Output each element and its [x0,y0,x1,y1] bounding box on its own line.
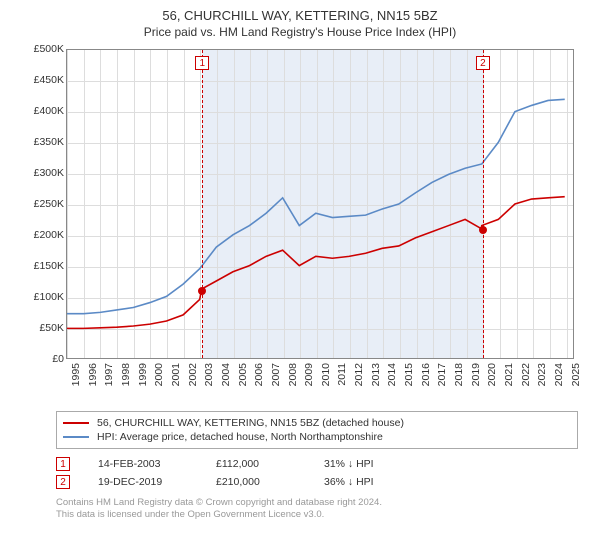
legend-swatch [63,422,89,424]
sales-block: 1 14-FEB-2003 £112,000 31% ↓ HPI 2 19-DEC-201… [56,455,578,491]
chart-area: 12 £0£50K£100K£150K£200K£250K£300K£350K£… [20,45,580,405]
xtick-label: 2010 [320,363,332,386]
sale-date: 14-FEB-2003 [98,458,188,470]
xtick-label: 2023 [536,363,548,386]
ytick-label: £0 [52,353,64,365]
sale-date: 19-DEC-2019 [98,476,188,488]
xtick-label: 2013 [370,363,382,386]
xtick-label: 2012 [353,363,365,386]
sale-marker-line [202,50,203,358]
legend-label: HPI: Average price, detached house, Nort… [97,431,383,443]
footer-attribution: Contains HM Land Registry data © Crown c… [56,497,578,522]
ytick-label: £300K [34,167,64,179]
xtick-label: 2015 [403,363,415,386]
sale-badge: 1 [56,457,70,471]
title-block: 56, CHURCHILL WAY, KETTERING, NN15 5BZ P… [10,8,590,39]
xtick-label: 2007 [270,363,282,386]
xtick-label: 2005 [237,363,249,386]
xtick-label: 2014 [386,363,398,386]
line-layer [67,50,573,358]
xtick-label: 2016 [420,363,432,386]
plot-region: 12 [66,49,574,359]
xtick-label: 2006 [253,363,265,386]
xtick-label: 2022 [520,363,532,386]
xtick-label: 2021 [503,363,515,386]
xtick-label: 2002 [187,363,199,386]
ytick-label: £100K [34,291,64,303]
legend-label: 56, CHURCHILL WAY, KETTERING, NN15 5BZ (… [97,417,404,429]
sale-marker-badge: 2 [476,56,490,70]
sale-marker-dot [198,287,206,295]
ytick-label: £450K [34,74,64,86]
ytick-label: £500K [34,43,64,55]
xtick-label: 1999 [137,363,149,386]
ytick-label: £200K [34,229,64,241]
xtick-label: 2011 [336,363,348,386]
ytick-label: £250K [34,198,64,210]
xtick-label: 1998 [120,363,132,386]
xtick-label: 1997 [103,363,115,386]
sale-marker-line [483,50,484,358]
sale-delta-hpi: 31% ↓ HPI [324,458,374,470]
xtick-label: 1996 [87,363,99,386]
xtick-label: 2000 [153,363,165,386]
series-line-price_paid [67,197,565,329]
xtick-label: 2008 [287,363,299,386]
xtick-label: 2003 [203,363,215,386]
sale-badge: 2 [56,475,70,489]
ytick-label: £50K [39,322,64,334]
xtick-label: 2004 [220,363,232,386]
ytick-label: £150K [34,260,64,272]
sale-row: 2 19-DEC-2019 £210,000 36% ↓ HPI [56,473,578,491]
page-title: 56, CHURCHILL WAY, KETTERING, NN15 5BZ [10,8,590,23]
legend-box: 56, CHURCHILL WAY, KETTERING, NN15 5BZ (… [56,411,578,449]
xtick-label: 2019 [470,363,482,386]
legend-row: HPI: Average price, detached house, Nort… [63,430,571,444]
footer-line: Contains HM Land Registry data © Crown c… [56,497,578,509]
series-line-hpi [67,99,565,313]
sale-price: £112,000 [216,458,296,470]
footer-line: This data is licensed under the Open Gov… [56,509,578,521]
xtick-label: 2001 [170,363,182,386]
ytick-label: £400K [34,105,64,117]
xtick-label: 2009 [303,363,315,386]
xtick-label: 1995 [70,363,82,386]
xtick-label: 2025 [570,363,582,386]
xtick-label: 2017 [436,363,448,386]
sale-marker-dot [479,226,487,234]
xtick-label: 2018 [453,363,465,386]
sale-price: £210,000 [216,476,296,488]
xtick-label: 2020 [486,363,498,386]
xtick-label: 2024 [553,363,565,386]
legend-swatch [63,436,89,438]
report-container: 56, CHURCHILL WAY, KETTERING, NN15 5BZ P… [0,0,600,560]
sale-marker-badge: 1 [195,56,209,70]
sale-delta-hpi: 36% ↓ HPI [324,476,374,488]
page-subtitle: Price paid vs. HM Land Registry's House … [10,25,590,39]
legend-row: 56, CHURCHILL WAY, KETTERING, NN15 5BZ (… [63,416,571,430]
sale-row: 1 14-FEB-2003 £112,000 31% ↓ HPI [56,455,578,473]
ytick-label: £350K [34,136,64,148]
